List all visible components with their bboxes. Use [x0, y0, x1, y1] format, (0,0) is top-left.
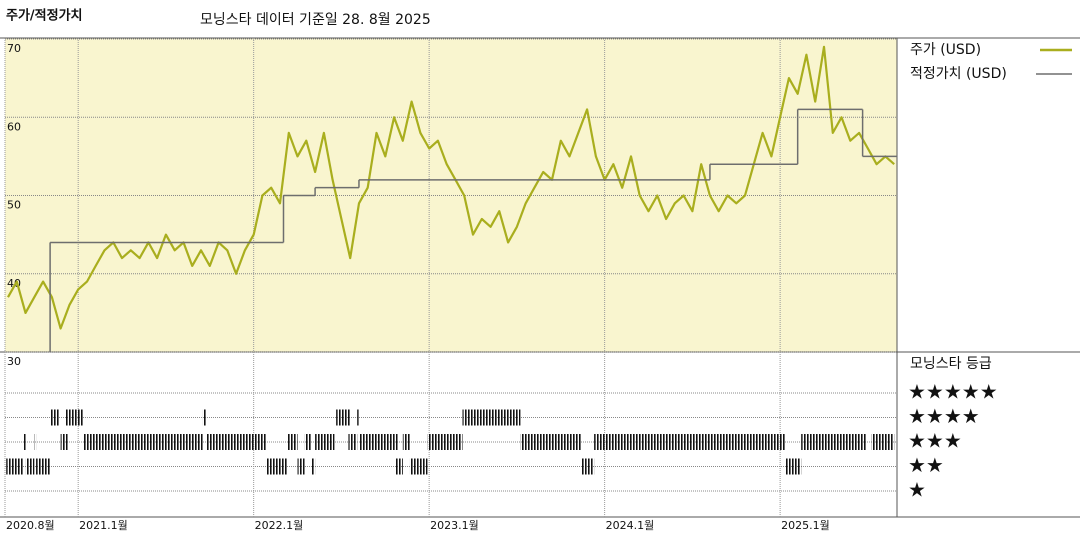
rating-period — [357, 409, 359, 426]
rating-label: ★★★★★ — [908, 380, 998, 404]
rating-period — [311, 458, 316, 475]
rating-period — [336, 409, 351, 426]
rating-period — [83, 434, 203, 450]
y-tick-label: 70 — [7, 42, 21, 55]
rating-period — [427, 434, 463, 450]
rating-label: ★★★★ — [908, 404, 980, 428]
x-tick-label: 2025.1월 — [781, 519, 830, 532]
x-tick-label: 2020.8월 — [6, 519, 55, 532]
rating-period — [462, 409, 521, 426]
rating-period — [395, 458, 403, 475]
rating-period — [871, 434, 895, 450]
rating-period — [34, 434, 37, 450]
rating-label: ★ — [908, 478, 926, 502]
rating-label: ★★ — [908, 453, 944, 477]
legend-label: 주가 (USD) — [910, 42, 981, 58]
chart-title: 주가/적정가치 — [6, 8, 83, 24]
ratings-title: 모닝스타 등급 — [910, 356, 992, 372]
x-tick-label: 2021.1월 — [79, 519, 128, 532]
rating-period — [409, 458, 428, 475]
rating-period — [348, 434, 358, 450]
price-line — [7, 45, 895, 330]
rating-period — [297, 458, 305, 475]
y-tick-label: 30 — [7, 355, 21, 368]
rating-period — [36, 458, 51, 475]
y-tick-label: 50 — [7, 199, 21, 212]
rating-period — [265, 458, 288, 475]
rating-period — [594, 434, 786, 450]
rating-period — [50, 409, 59, 426]
y-tick-label: 60 — [7, 120, 21, 133]
rating-period — [304, 434, 312, 450]
rating-period — [23, 434, 26, 450]
rating-period — [60, 434, 68, 450]
legend-label: 적정가치 (USD) — [910, 66, 1007, 82]
x-tick-label: 2024.1월 — [606, 519, 655, 532]
rating-period — [6, 458, 24, 475]
rating-period — [65, 409, 84, 426]
rating-period — [581, 458, 595, 475]
rating-period — [202, 409, 207, 426]
rating-period — [358, 434, 398, 450]
rating-period — [801, 434, 867, 450]
rating-period — [25, 458, 35, 475]
x-tick-label: 2023.1월 — [430, 519, 479, 532]
rating-period — [520, 434, 582, 450]
chart-subtitle: 모닝스타 데이터 기준일 28. 8월 2025 — [200, 12, 431, 28]
x-tick-label: 2022.1월 — [255, 519, 304, 532]
rating-period — [315, 434, 335, 450]
rating-label: ★★★ — [908, 429, 962, 453]
rating-period — [287, 434, 298, 450]
rating-period — [206, 434, 266, 450]
rating-period — [785, 458, 802, 475]
rating-period — [402, 434, 410, 450]
